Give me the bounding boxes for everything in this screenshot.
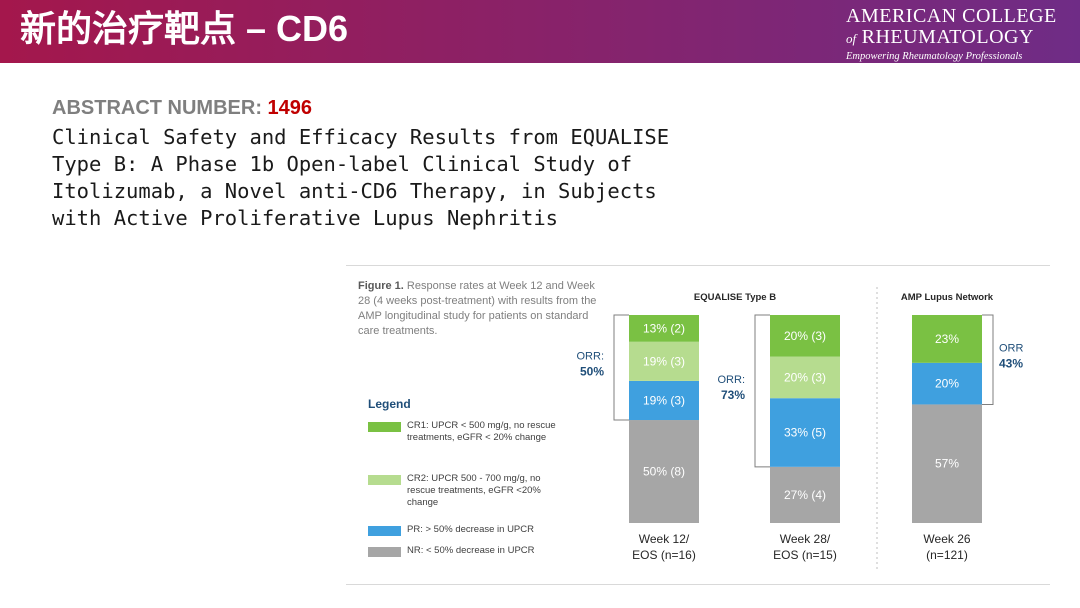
category-label: EOS (n=15) <box>773 548 837 562</box>
abstract-title-line: Type B: A Phase 1b Open-label Clinical S… <box>52 152 633 176</box>
data-label: 13% (2) <box>643 321 685 335</box>
bar-segment-cr1 <box>770 315 840 357</box>
abstract-title: Clinical Safety and Efficacy Results fro… <box>52 124 692 232</box>
header-bar: 新的治疗靶点 – CD6 AMERICAN COLLEGE of RHEUMAT… <box>0 0 1080 63</box>
orr-label: ORR <box>999 343 1024 355</box>
bar-segment-cr1 <box>629 315 699 342</box>
legend-swatch-cr2 <box>368 475 401 485</box>
legend-label-nr: NR: < 50% decrease in UPCR <box>407 545 535 556</box>
bar-segment-pr <box>629 380 699 421</box>
data-label: 50% (8) <box>643 465 685 479</box>
data-label: 19% (3) <box>643 354 685 368</box>
legend-label-cr1: CR1: UPCR < 500 mg/g, no rescue treatmen… <box>407 420 556 443</box>
abstract-number-value: 1496 <box>267 97 313 119</box>
data-label: 20% <box>935 377 959 391</box>
figure-panel: Figure 1. Response rates at Week 12 and … <box>346 265 1050 585</box>
abstract-title-line: with Active Proliferative Lupus Nephriti… <box>52 206 559 230</box>
logo-line2-text: RHEUMATOLOGY <box>861 26 1034 48</box>
group-label: AMP Lupus Network <box>901 292 994 303</box>
data-label: 33% (5) <box>784 426 826 440</box>
bar-segment-pr <box>912 362 982 405</box>
legend-swatch-pr <box>368 526 401 536</box>
orr-value: 73% <box>721 388 745 402</box>
orr-label: ORR: <box>718 374 746 386</box>
slide-title: 新的治疗靶点 – CD6 <box>20 8 349 49</box>
logo-tagline: Empowering Rheumatology Professionals <box>846 51 1023 62</box>
legend-label-pr: PR: > 50% decrease in UPCR <box>407 524 534 535</box>
bar-segment-nr <box>912 404 982 523</box>
stacked-bar-chart: EQUALISE Type B AMP Lupus Network 50% (8) 1… <box>577 287 1024 570</box>
category-label: Week 12/ <box>639 532 690 546</box>
figure-caption-text: Response rates at Week 12 and Week 28 (4… <box>358 280 597 337</box>
bar-segment-nr <box>770 466 840 523</box>
logo-line1: AMERICAN COLLEGE <box>846 5 1057 27</box>
abstract-number-label: ABSTRACT NUMBER: <box>52 97 262 119</box>
data-label: 23% <box>935 332 959 346</box>
figure-top-divider <box>346 265 1050 266</box>
figure-caption-label: Figure 1. <box>358 280 404 292</box>
legend-label-cr2: CR2: UPCR 500 - 700 mg/g, no rescue trea… <box>407 473 541 508</box>
bar-segment-cr2 <box>770 356 840 399</box>
data-label: 27% (4) <box>784 488 826 502</box>
data-label: 20% (3) <box>784 370 826 384</box>
acr-logo: AMERICAN COLLEGE of RHEUMATOLOGY Empower… <box>846 5 1057 64</box>
bar-segment-nr <box>629 420 699 523</box>
abstract-title-line: Clinical Safety and Efficacy Results fro… <box>52 125 670 149</box>
legend-title: Legend <box>368 397 411 411</box>
data-label: 57% <box>935 457 959 471</box>
orr-bracket <box>754 314 770 468</box>
orr-value: 43% <box>999 357 1023 371</box>
orr-label: ORR: <box>577 351 605 363</box>
category-label: Week 26 <box>923 532 970 546</box>
category-label: EOS (n=16) <box>632 548 696 562</box>
logo-line2-prefix: of <box>846 31 857 46</box>
bar-segment-cr1 <box>912 315 982 363</box>
group-label: EQUALISE Type B <box>694 292 776 303</box>
data-label: 20% (3) <box>784 329 826 343</box>
bar-segment-cr2 <box>629 341 699 381</box>
abstract-number: ABSTRACT NUMBER: 1496 <box>52 97 312 120</box>
orr-value: 50% <box>580 365 604 379</box>
figure-caption: Figure 1. Response rates at Week 12 and … <box>358 279 608 339</box>
logo-line2: of RHEUMATOLOGY <box>846 26 1036 50</box>
data-label: 19% (3) <box>643 393 685 407</box>
category-label: (n=121) <box>926 548 968 562</box>
category-label: Week 28/ <box>780 532 831 546</box>
orr-bracket <box>613 314 629 421</box>
bar-segment-pr <box>770 398 840 467</box>
figure-bottom-divider <box>346 584 1050 585</box>
orr-bracket <box>982 314 994 405</box>
legend-swatch-cr1 <box>368 422 401 432</box>
abstract-title-line: Itolizumab, a Novel anti-CD6 Therapy, in… <box>52 179 657 203</box>
legend-swatch-nr <box>368 547 401 557</box>
